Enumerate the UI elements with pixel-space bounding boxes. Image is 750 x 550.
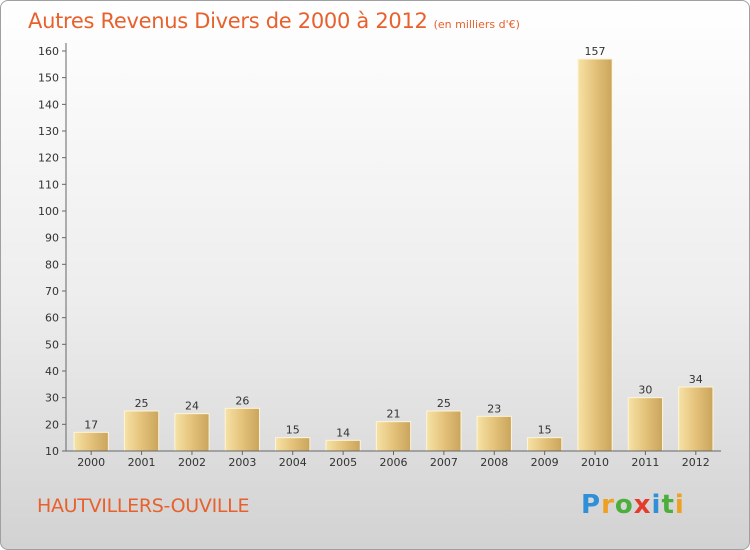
x-tick-label: 2006 <box>380 456 408 469</box>
logo-letter: x <box>633 490 652 520</box>
y-tick-label: 60 <box>45 312 59 325</box>
data-label: 15 <box>286 424 300 437</box>
proxiti-logo: Proxiti <box>581 490 685 520</box>
y-tick-label: 150 <box>38 72 59 85</box>
data-label: 34 <box>689 373 703 386</box>
chart-subtitle: (en milliers d'€) <box>433 18 520 31</box>
data-label: 25 <box>135 397 149 410</box>
logo-letter: t <box>661 490 675 520</box>
x-tick-label: 2007 <box>430 456 458 469</box>
y-tick-label: 10 <box>45 445 59 458</box>
bar-2000 <box>73 431 109 452</box>
y-tick-label: 100 <box>38 205 59 218</box>
y-tick-label: 140 <box>38 98 59 111</box>
x-tick-label: 2004 <box>279 456 307 469</box>
y-tick-label: 30 <box>45 392 59 405</box>
commune-name: HAUTVILLERS-OUVILLE <box>37 495 250 517</box>
bar-2006 <box>375 421 412 452</box>
data-label: 21 <box>387 408 401 421</box>
x-tick-label: 2000 <box>77 456 105 469</box>
x-tick-label: 2003 <box>228 456 256 469</box>
y-tick-label: 110 <box>38 178 59 191</box>
y-tick-label: 20 <box>45 418 59 431</box>
bar-2002 <box>174 413 210 452</box>
data-label: 157 <box>585 45 606 58</box>
logo-letter: r <box>601 490 615 520</box>
y-tick-label: 70 <box>45 285 59 298</box>
data-label: 15 <box>538 424 552 437</box>
bar-2004 <box>275 437 311 452</box>
x-tick-label: 2005 <box>329 456 357 469</box>
data-label: 25 <box>437 397 451 410</box>
logo-letter: o <box>614 490 634 520</box>
y-tick-label: 160 <box>38 45 59 58</box>
bars: 17 25 24 26 15 14 21 25 23 15 157 30 34 <box>73 45 714 452</box>
bar-2008 <box>476 415 512 452</box>
x-tick-label: 2011 <box>631 456 659 469</box>
title-block: Autres Revenus Divers de 2000 à 2012 (en … <box>28 9 520 33</box>
x-tick-label: 2002 <box>178 456 206 469</box>
data-label: 23 <box>487 402 501 415</box>
logo-letter: i <box>674 490 685 520</box>
bar-2005 <box>325 439 361 452</box>
y-tick-label: 130 <box>38 125 59 138</box>
y-tick-label: 40 <box>45 365 59 378</box>
logo-letter: P <box>581 490 602 520</box>
data-label: 30 <box>638 384 652 397</box>
bar-2010 <box>577 58 613 452</box>
bar-2001 <box>123 410 160 452</box>
bar-2011 <box>627 397 664 452</box>
y-tick-label: 120 <box>38 152 59 165</box>
x-tick-label: 2001 <box>128 456 156 469</box>
bar-2012 <box>678 386 714 452</box>
x-axis: 2000 2001 2002 2003 2004 2005 2006 2007 2008 2009… <box>66 450 721 469</box>
data-label: 17 <box>84 418 98 431</box>
y-axis: 10 20 30 40 50 60 70 80 90 100 110 120 130 140 150 160 <box>38 43 67 458</box>
bar-2007 <box>426 410 462 452</box>
bar-2003 <box>224 407 260 452</box>
y-tick-label: 80 <box>45 258 59 271</box>
x-tick-label: 2012 <box>682 456 710 469</box>
x-tick-label: 2008 <box>480 456 508 469</box>
logo-letter: i <box>651 490 662 520</box>
y-tick-label: 50 <box>45 338 59 351</box>
bar-2009 <box>527 437 563 452</box>
x-tick-label: 2009 <box>531 456 559 469</box>
data-label: 14 <box>336 426 350 439</box>
x-tick-label: 2010 <box>581 456 609 469</box>
data-label: 26 <box>235 394 249 407</box>
y-tick-label: 90 <box>45 232 59 245</box>
data-label: 24 <box>185 400 199 413</box>
chart-title: Autres Revenus Divers de 2000 à 2012 <box>28 9 428 33</box>
